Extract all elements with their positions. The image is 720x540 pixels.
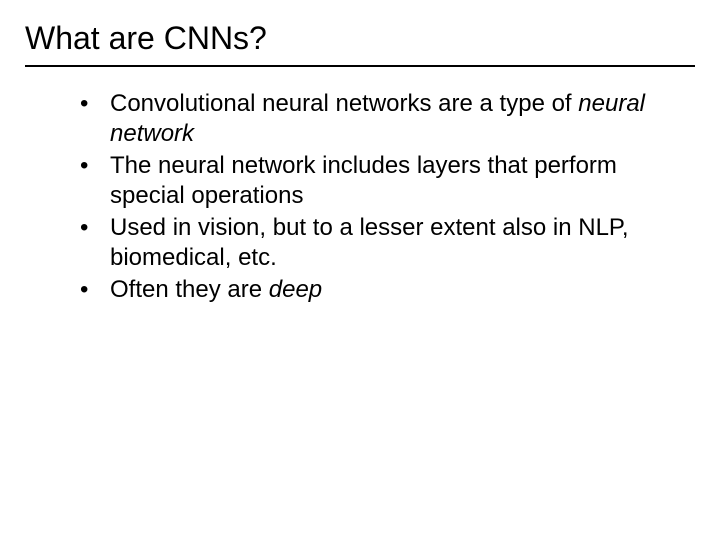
bullet-text: Often they are deep	[110, 275, 695, 305]
bullet-text: Convolutional neural networks are a type…	[110, 89, 695, 149]
list-item: • Used in vision, but to a lesser extent…	[80, 213, 695, 273]
bullet-icon: •	[80, 213, 110, 243]
list-item: • Often they are deep	[80, 275, 695, 305]
bullet-icon: •	[80, 151, 110, 181]
bullet-icon: •	[80, 275, 110, 305]
bullet-text: Used in vision, but to a lesser extent a…	[110, 213, 695, 273]
bullet-icon: •	[80, 89, 110, 119]
slide-title: What are CNNs?	[25, 20, 695, 67]
list-item: • The neural network includes layers tha…	[80, 151, 695, 211]
bullet-text: The neural network includes layers that …	[110, 151, 695, 211]
bullet-list: • Convolutional neural networks are a ty…	[25, 89, 695, 305]
list-item: • Convolutional neural networks are a ty…	[80, 89, 695, 149]
